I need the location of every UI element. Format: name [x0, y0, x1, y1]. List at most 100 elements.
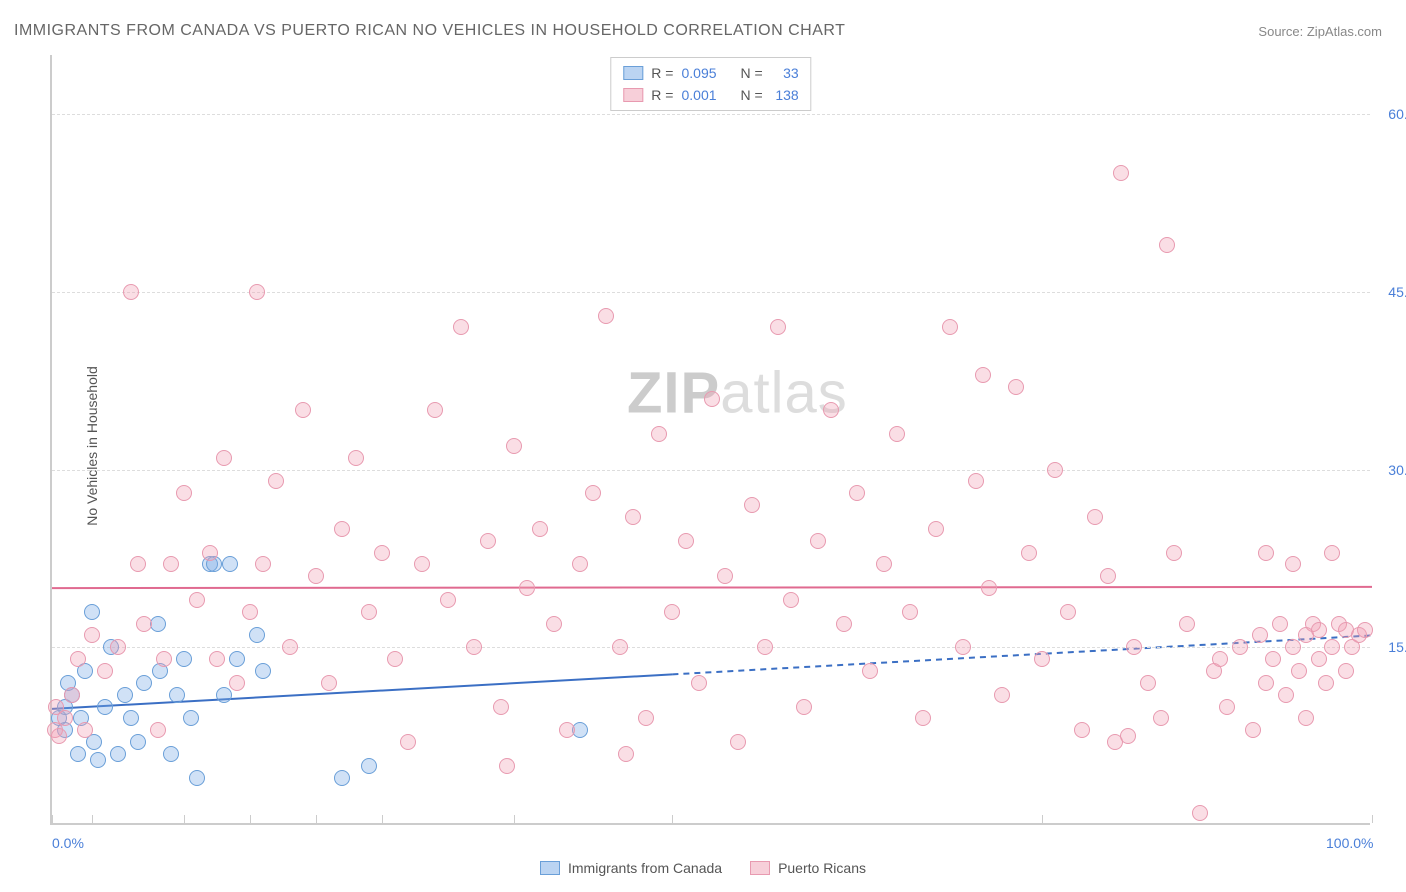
r-label: R =: [651, 65, 673, 81]
data-point: [928, 521, 944, 537]
swatch-icon: [623, 88, 643, 102]
data-point: [189, 592, 205, 608]
data-point: [612, 639, 628, 655]
data-point: [1100, 568, 1116, 584]
data-point: [1278, 687, 1294, 703]
data-point: [453, 319, 469, 335]
r-value: 0.095: [681, 65, 716, 81]
data-point: [942, 319, 958, 335]
data-point: [559, 722, 575, 738]
data-point: [334, 770, 350, 786]
data-point: [156, 651, 172, 667]
data-point: [889, 426, 905, 442]
y-tick-label: 45.0%: [1388, 284, 1406, 300]
x-tick-mark: [514, 815, 515, 823]
data-point: [618, 746, 634, 762]
data-point: [1047, 462, 1063, 478]
r-label: R =: [651, 87, 673, 103]
data-point: [1311, 651, 1327, 667]
data-point: [110, 746, 126, 762]
data-point: [176, 651, 192, 667]
data-point: [176, 485, 192, 501]
data-point: [70, 746, 86, 762]
stats-legend: R = 0.095 N = 33 R = 0.001 N = 138: [610, 57, 811, 111]
data-point: [209, 651, 225, 667]
gridline: [52, 114, 1370, 115]
data-point: [130, 556, 146, 572]
data-point: [189, 770, 205, 786]
data-point: [1232, 639, 1248, 655]
data-point: [242, 604, 258, 620]
source-link[interactable]: ZipAtlas.com: [1307, 24, 1382, 39]
data-point: [876, 556, 892, 572]
data-point: [249, 627, 265, 643]
data-point: [282, 639, 298, 655]
data-point: [295, 402, 311, 418]
data-point: [110, 639, 126, 655]
data-point: [1120, 728, 1136, 744]
data-point: [730, 734, 746, 750]
data-point: [255, 663, 271, 679]
data-point: [1324, 639, 1340, 655]
data-point: [717, 568, 733, 584]
data-point: [387, 651, 403, 667]
data-point: [902, 604, 918, 620]
data-point: [249, 284, 265, 300]
data-point: [915, 710, 931, 726]
data-point: [1060, 604, 1076, 620]
n-value: 33: [771, 65, 799, 81]
data-point: [1291, 663, 1307, 679]
source-attribution: Source: ZipAtlas.com: [1258, 24, 1382, 39]
data-point: [975, 367, 991, 383]
data-point: [163, 556, 179, 572]
n-value: 138: [771, 87, 799, 103]
data-point: [130, 734, 146, 750]
data-point: [1285, 556, 1301, 572]
data-point: [136, 675, 152, 691]
data-point: [229, 675, 245, 691]
legend-label: Puerto Ricans: [778, 860, 866, 876]
data-point: [1318, 675, 1334, 691]
x-tick-label: 100.0%: [1326, 835, 1373, 851]
stats-row-b: R = 0.001 N = 138: [623, 84, 798, 106]
data-point: [57, 710, 73, 726]
data-point: [1034, 651, 1050, 667]
data-point: [651, 426, 667, 442]
data-point: [163, 746, 179, 762]
data-point: [1140, 675, 1156, 691]
data-point: [334, 521, 350, 537]
data-point: [321, 675, 337, 691]
data-point: [1074, 722, 1090, 738]
data-point: [1252, 627, 1268, 643]
swatch-icon: [623, 66, 643, 80]
legend-item-b: Puerto Ricans: [750, 860, 866, 876]
data-point: [117, 687, 133, 703]
data-point: [268, 473, 284, 489]
watermark: ZIPatlas: [627, 359, 848, 426]
data-point: [222, 556, 238, 572]
data-point: [625, 509, 641, 525]
data-point: [51, 728, 67, 744]
data-point: [414, 556, 430, 572]
n-label: N =: [741, 87, 763, 103]
x-tick-mark: [1042, 815, 1043, 823]
data-point: [796, 699, 812, 715]
data-point: [1159, 237, 1175, 253]
gridline: [52, 470, 1370, 471]
data-point: [374, 545, 390, 561]
x-tick-mark: [250, 815, 251, 823]
data-point: [862, 663, 878, 679]
data-point: [400, 734, 416, 750]
data-point: [1219, 699, 1235, 715]
source-label: Source:: [1258, 24, 1303, 39]
swatch-icon: [750, 861, 770, 875]
data-point: [994, 687, 1010, 703]
data-point: [638, 710, 654, 726]
data-point: [84, 627, 100, 643]
data-point: [810, 533, 826, 549]
data-point: [255, 556, 271, 572]
data-point: [97, 699, 113, 715]
data-point: [440, 592, 456, 608]
data-point: [572, 556, 588, 572]
x-tick-mark: [316, 815, 317, 823]
